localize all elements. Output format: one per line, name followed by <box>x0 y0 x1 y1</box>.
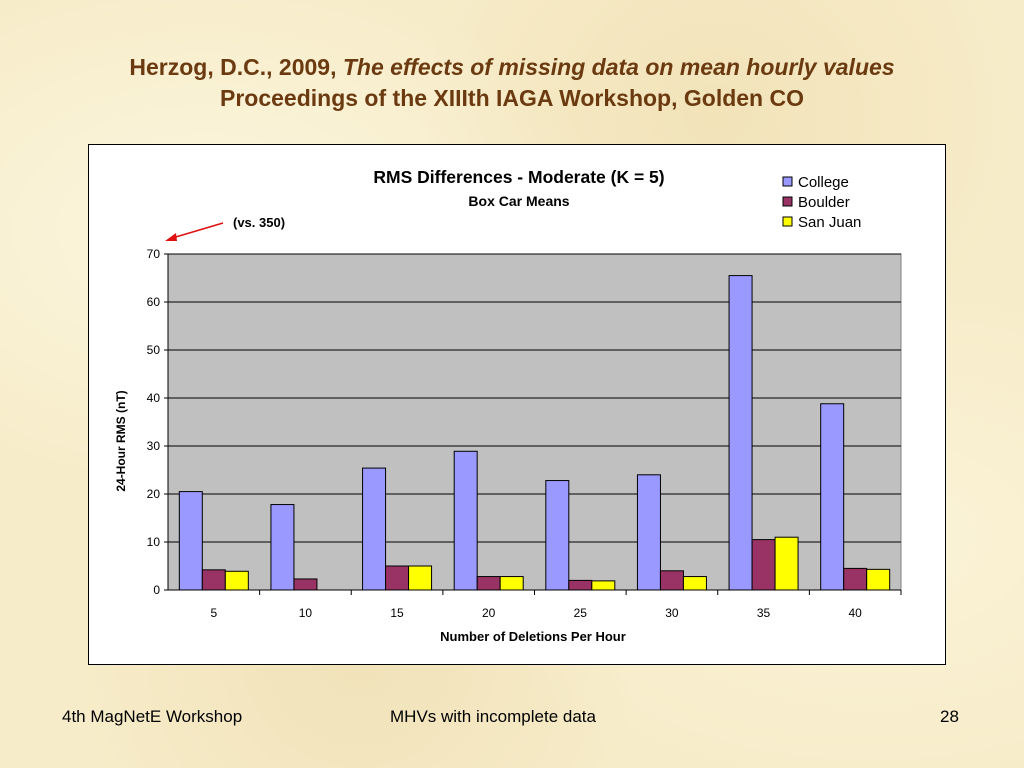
legend-swatch-college <box>782 176 793 187</box>
footer-workshop: 4th MagNetE Workshop <box>62 707 243 726</box>
legend-swatch-san-juan <box>782 216 793 227</box>
bar-san-juan-20 <box>499 576 524 591</box>
chart-title: RMS Differences - Moderate (K = 5) <box>373 167 664 187</box>
chart-frame: RMS Differences - Moderate (K = 5) Box C… <box>88 144 946 665</box>
x-tick-label: 40 <box>849 606 863 620</box>
legend-label-boulder: Boulder <box>798 194 850 211</box>
bar-boulder-35 <box>751 539 776 591</box>
bar-boulder-10 <box>293 578 318 591</box>
y-tick-label: 0 <box>153 583 160 597</box>
slide-title-line2: Proceedings of the XIIIth IAGA Workshop,… <box>220 85 804 111</box>
slide-title-line1: Herzog, D.C., 2009, The effects of missi… <box>0 52 1024 83</box>
bar-college-30 <box>636 474 661 591</box>
x-tick-label: 15 <box>390 606 404 620</box>
bar-boulder-40 <box>843 567 868 591</box>
y-axis-label: 24-Hour RMS (nT) <box>114 390 128 491</box>
bar-san-juan-30 <box>682 576 707 591</box>
slide-title-paper: The effects of missing data on mean hour… <box>342 54 895 80</box>
x-tick-label: 5 <box>210 606 217 620</box>
chart-legend: College Boulder San Juan <box>782 174 861 231</box>
x-tick-label: 35 <box>757 606 771 620</box>
slide-title: Herzog, D.C., 2009, The effects of missi… <box>0 52 1024 114</box>
x-tick-label: 30 <box>665 606 679 620</box>
bar-college-40 <box>820 403 845 591</box>
y-tick-label: 20 <box>147 487 161 501</box>
y-tick-label: 60 <box>147 295 161 309</box>
legend-swatch-boulder <box>782 196 793 207</box>
bar-college-5 <box>178 491 203 591</box>
x-tick-label: 20 <box>482 606 496 620</box>
y-tick-label: 10 <box>147 535 161 549</box>
annotation-arrow-head <box>165 233 177 241</box>
annotation-vs-350: (vs. 350) <box>233 215 285 230</box>
bar-san-juan-5 <box>224 570 249 591</box>
legend-label-san-juan: San Juan <box>798 214 861 231</box>
slide-title-author: Herzog, D.C., 2009, <box>129 54 343 80</box>
rms-bar-chart: RMS Differences - Moderate (K = 5) Box C… <box>114 167 902 644</box>
chart-subtitle: Box Car Means <box>468 193 569 209</box>
x-tick-label: 25 <box>574 606 588 620</box>
x-tick-label: 10 <box>299 606 313 620</box>
bar-boulder-30 <box>659 570 684 591</box>
plot-area: 0 10 20 30 40 50 60 70 5 10 15 20 25 30 35 40 <box>147 247 902 620</box>
bar-boulder-25 <box>568 579 593 591</box>
bar-boulder-20 <box>476 576 501 591</box>
bar-college-20 <box>453 450 478 591</box>
bar-boulder-15 <box>385 565 410 591</box>
bar-san-juan-15 <box>408 565 433 591</box>
bar-college-15 <box>362 467 387 591</box>
bar-college-35 <box>728 275 753 591</box>
bar-college-10 <box>270 504 295 591</box>
y-tick-label: 70 <box>147 247 161 261</box>
y-tick-label: 50 <box>147 343 161 357</box>
x-axis-label: Number of Deletions Per Hour <box>440 629 626 644</box>
bar-college-25 <box>545 480 570 591</box>
y-tick-label: 40 <box>147 391 161 405</box>
bar-san-juan-35 <box>774 536 799 591</box>
bar-boulder-5 <box>201 569 226 591</box>
footer-topic: MHVs with incomplete data <box>390 707 596 726</box>
annotation-arrow-shaft <box>168 222 224 240</box>
legend-label-college: College <box>798 174 849 191</box>
bar-san-juan-25 <box>591 580 616 591</box>
annotation-arrow-icon <box>165 222 224 241</box>
bar-san-juan-40 <box>866 568 891 591</box>
y-tick-label: 30 <box>147 439 161 453</box>
footer-slide-number: 28 <box>940 707 959 726</box>
